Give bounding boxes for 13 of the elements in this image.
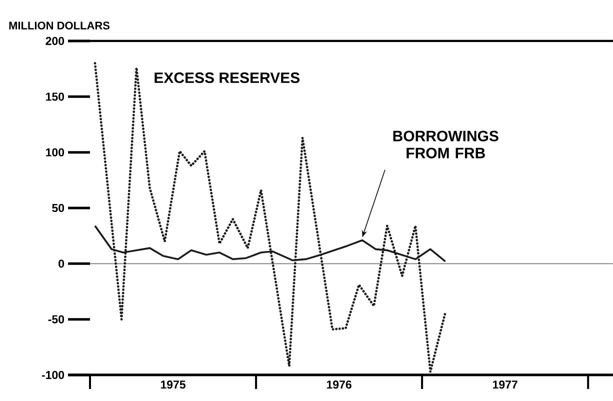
y-tick-label: 100 [46, 148, 64, 156]
y-tick-label: 50 [52, 204, 64, 212]
y-tick-label: -50 [48, 315, 64, 324]
y-tick-label: 150 [46, 92, 64, 101]
y-tick-label: -100 [42, 370, 64, 380]
x-tick-label: 1975 [160, 380, 186, 389]
x-tick-label: 1976 [326, 380, 352, 389]
y-axis-title: MILLION DOLLARS [9, 22, 110, 30]
x-tick-label: 1977 [493, 380, 518, 389]
series-label: EXCESS RESERVES [154, 72, 300, 84]
y-tick-label: 200 [46, 36, 64, 46]
text: BORROWINGS FROM FRB [393, 130, 498, 158]
y-tick-label: 0 [58, 260, 64, 268]
